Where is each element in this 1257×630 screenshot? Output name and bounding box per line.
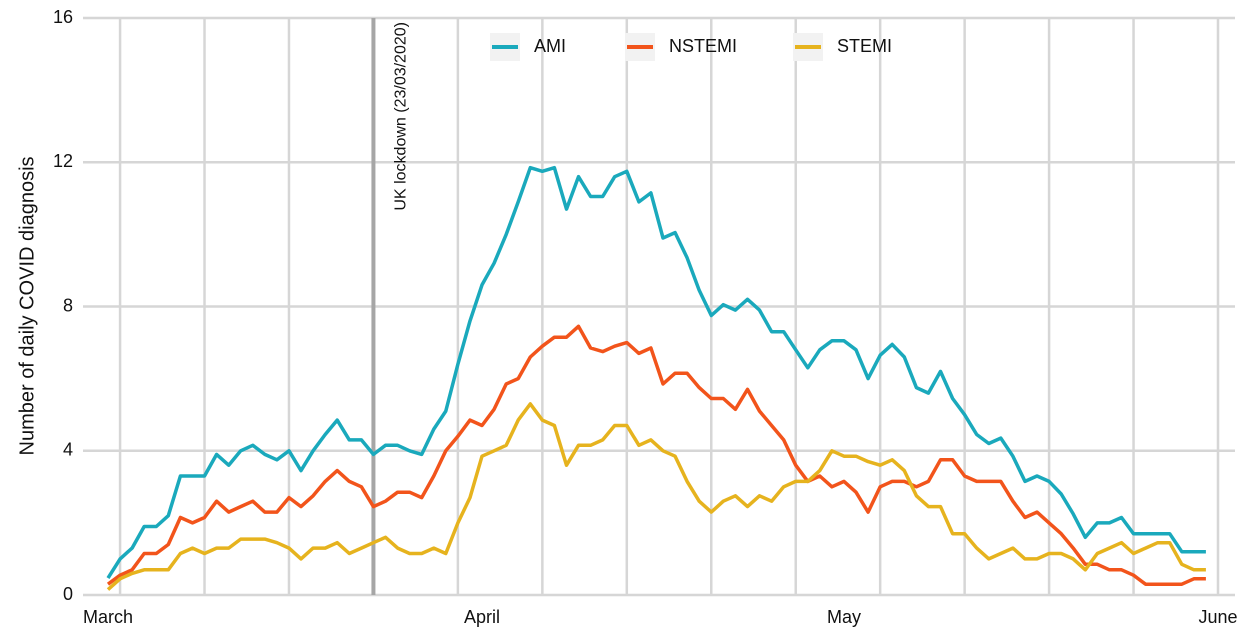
- y-axis-title: Number of daily COVID diagnosis: [16, 156, 38, 455]
- annotation-text: UK lockdown (23/03/2020): [393, 22, 410, 211]
- x-tick-label: May: [827, 607, 861, 627]
- x-tick-label: March: [83, 607, 133, 627]
- y-tick-label: 4: [63, 440, 73, 460]
- legend-label: AMI: [534, 36, 566, 56]
- series-line: [106, 402, 1206, 591]
- legend-label: STEMI: [837, 36, 892, 56]
- x-tick-label: April: [464, 607, 500, 627]
- y-tick-label: 12: [53, 151, 73, 171]
- series-line: [106, 165, 1206, 580]
- x-tick-label: June: [1198, 607, 1237, 627]
- series-line: [106, 324, 1206, 586]
- y-tick-label: 0: [63, 584, 73, 604]
- y-tick-label: 8: [63, 295, 73, 315]
- legend-label: NSTEMI: [669, 36, 737, 56]
- y-tick-label: 16: [53, 7, 73, 27]
